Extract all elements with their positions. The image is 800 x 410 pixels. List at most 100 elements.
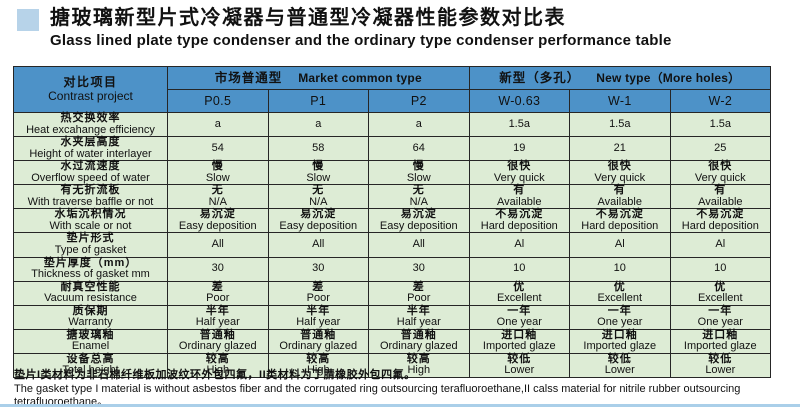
table-cell: 很快 Very quick xyxy=(569,160,671,186)
table-cell: a xyxy=(368,111,470,138)
table-row: 水过流速度 Overflow speed of water 慢 Slow 慢 Slow 慢 S… xyxy=(13,160,772,186)
column-header-p0-5: P0.5 xyxy=(167,89,269,113)
table-cell: 25 xyxy=(669,136,772,162)
group-header-zh: 新型（多孔） xyxy=(499,71,581,86)
group-header-en: Market common type xyxy=(298,71,422,86)
table-cell: 慢 Slow xyxy=(368,160,470,186)
table-cell: 易沉淀 Easy deposition xyxy=(368,208,470,234)
table-cell: 无 N/A xyxy=(368,184,470,210)
table-row: 垫片厚度（mm） Thickness of gasket mm 30 30 30 10 10… xyxy=(13,256,772,282)
table-body: 热交换效率 Heat excahange efficiency a a a 1.5a 1.5… xyxy=(13,111,772,379)
table-cell: 无 N/A xyxy=(167,184,269,210)
table-row: 设备总高 Total height 较高 High 较高 High 较高 High 较低 Lowe… xyxy=(13,352,772,379)
row-label: 水夹层高度 Height of water interlayer xyxy=(13,136,168,162)
table-cell: 64 xyxy=(368,136,470,162)
table-cell: a xyxy=(267,111,369,138)
table-cell: 1.5a xyxy=(468,111,571,138)
column-header-w1: W-1 xyxy=(569,89,671,113)
table-cell: 不易沉淀 Hard deposition xyxy=(569,208,671,234)
table-cell: 优 Excellent xyxy=(468,280,571,306)
row-label: 耐真空性能 Vacuum resistance xyxy=(13,280,168,306)
table-cell: 10 xyxy=(669,256,772,282)
page-title-en: Glass lined plate type condenser and the… xyxy=(50,32,672,49)
table-cell: 10 xyxy=(569,256,671,282)
table-cell: 易沉淀 Easy deposition xyxy=(267,208,369,234)
table-row: 质保期 Warranty 半年 Half year 半年 Half year 半年 Half … xyxy=(13,304,772,330)
table-cell: 半年 Half year xyxy=(167,304,269,330)
table-cell: 优 Excellent xyxy=(569,280,671,306)
column-header-p2: P2 xyxy=(368,89,470,113)
group-header-new-type-more-holes: 新型（多孔） New type（More holes） xyxy=(468,66,772,90)
table-cell: 较高 High xyxy=(267,352,369,379)
table-cell: Al xyxy=(669,232,772,258)
table-row: 水夹层高度 Height of water interlayer 54 58 64 19 2… xyxy=(13,136,772,162)
table-cell: 易沉淀 Easy deposition xyxy=(167,208,269,234)
table-cell: 较高 High xyxy=(368,352,470,379)
table-row: 耐真空性能 Vacuum resistance 差 Poor 差 Poor 差 Poor 优 Ex… xyxy=(13,280,772,306)
table-cell: 普通釉 Ordinary glazed xyxy=(167,328,269,354)
table-row: 热交换效率 Heat excahange efficiency a a a 1.5a 1.5… xyxy=(13,111,772,138)
table-cell: 差 Poor xyxy=(167,280,269,306)
corner-header-zh: 对比项目 xyxy=(63,75,118,90)
table-cell: 不易沉淀 Hard deposition xyxy=(669,208,772,234)
table-cell: 很快 Very quick xyxy=(669,160,772,186)
table-cell: 普通釉 Ordinary glazed xyxy=(368,328,470,354)
table-cell: 慢 Slow xyxy=(167,160,269,186)
page-title-zh: 搪玻璃新型片式冷凝器与普通型冷凝器性能参数对比表 xyxy=(50,7,566,29)
table-cell: 1.5a xyxy=(669,111,772,138)
row-label: 设备总高 Total height xyxy=(13,352,168,379)
group-header-market-common-type: 市场普通型 Market common type xyxy=(167,66,470,90)
table-cell: 10 xyxy=(468,256,571,282)
table-cell: 半年 Half year xyxy=(267,304,369,330)
table-cell: 较低 Lower xyxy=(669,352,772,379)
table-cell: 一年 One year xyxy=(569,304,671,330)
footnote-zh: 垫片I类材料为非石棉纤维板加波纹环外包四氟，II类材料为丁腈橡胶外包四氟。 xyxy=(14,369,416,381)
table-cell: 较低 Lower xyxy=(569,352,671,379)
table-cell: Al xyxy=(468,232,571,258)
table-cell: 1.5a xyxy=(569,111,671,138)
table-cell: 30 xyxy=(167,256,269,282)
row-label: 搪玻璃釉 Enamel xyxy=(13,328,168,354)
table-cell: 一年 One year xyxy=(669,304,772,330)
table-cell: All xyxy=(368,232,470,258)
table-cell: 很快 Very quick xyxy=(468,160,571,186)
footnote: 垫片I类材料为非石棉纤维板加波纹环外包四氟，II类材料为丁腈橡胶外包四氟。 Th… xyxy=(14,369,792,410)
table-row: 有无折流板 With traverse baffle or not 无 N/A 无 N/A… xyxy=(13,184,772,210)
table-cell: 差 Poor xyxy=(267,280,369,306)
table-cell: 无 N/A xyxy=(267,184,369,210)
group-header-zh: 市场普通型 xyxy=(214,71,283,86)
table-cell: 较低 Lower xyxy=(468,352,571,379)
column-header-p1: P1 xyxy=(267,89,369,113)
table-cell: 30 xyxy=(267,256,369,282)
group-header-row: 对比项目 Contrast project 市场普通型 Market common… xyxy=(13,66,772,113)
row-label: 质保期 Warranty xyxy=(13,304,168,330)
title-block: 搪玻璃新型片式冷凝器与普通型冷凝器性能参数对比表 Glass lined pla… xyxy=(17,7,672,49)
table-cell: All xyxy=(167,232,269,258)
table-row: 水垢沉积情况 With scale or not 易沉淀 Easy depositio… xyxy=(13,208,772,234)
column-header-w2: W-2 xyxy=(669,89,772,113)
table-cell: 19 xyxy=(468,136,571,162)
table-cell: 30 xyxy=(368,256,470,282)
column-header-row: P0.5 P1 P2 W-0.63 W-1 W-2 xyxy=(14,89,772,113)
table-row: 搪玻璃釉 Enamel 普通釉 Ordinary glazed 普通釉 Ordinary … xyxy=(13,328,772,354)
row-label: 有无折流板 With traverse baffle or not xyxy=(13,184,168,210)
row-label: 水过流速度 Overflow speed of water xyxy=(13,160,168,186)
column-header-w0-63: W-0.63 xyxy=(468,89,571,113)
table-cell: 54 xyxy=(167,136,269,162)
group-header-en: New type（More holes） xyxy=(596,71,741,86)
table-cell: 进口釉 Imported glaze xyxy=(569,328,671,354)
table-cell: 不易沉淀 Hard deposition xyxy=(468,208,571,234)
corner-header-contrast-project: 对比项目 Contrast project xyxy=(13,66,168,113)
table-cell: 半年 Half year xyxy=(368,304,470,330)
row-label: 水垢沉积情况 With scale or not xyxy=(13,208,168,234)
table-row: 垫片形式 Type of gasket All All All Al Al Al xyxy=(13,232,772,258)
row-label: 垫片厚度（mm） Thickness of gasket mm xyxy=(13,256,168,282)
bottom-accent-strip xyxy=(0,404,800,407)
table-cell: a xyxy=(167,111,269,138)
title-bullet-square-icon xyxy=(17,9,39,31)
table-cell: All xyxy=(267,232,369,258)
table-cell: 进口釉 Imported glaze xyxy=(669,328,772,354)
table-cell: 有 Available xyxy=(669,184,772,210)
table-cell: Al xyxy=(569,232,671,258)
row-label: 垫片形式 Type of gasket xyxy=(13,232,168,258)
